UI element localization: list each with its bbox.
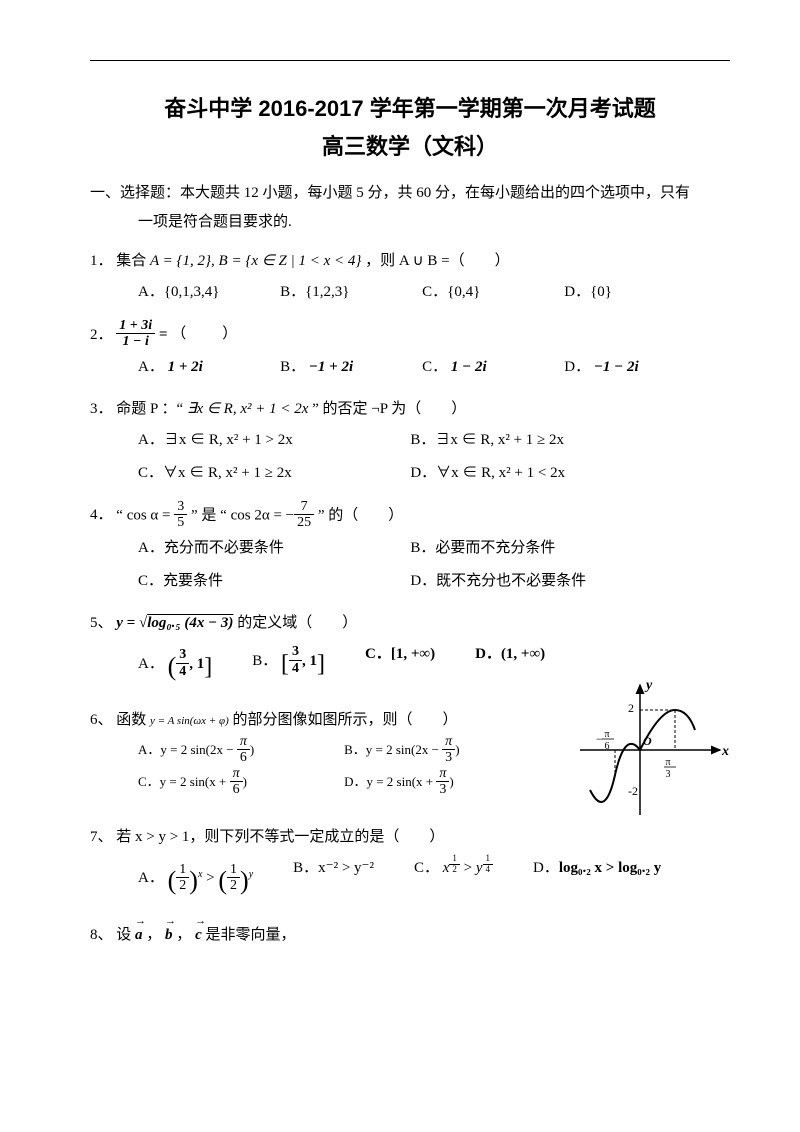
q8-vec-b: b [165, 920, 173, 950]
q3-stem1: 命题 P ：“ [116, 401, 183, 417]
q2-options: A． 1 + 2i B． −1 + 2i C． 1 − 2i D． −1 − 2… [90, 351, 730, 384]
q8-vec-c: c [195, 920, 202, 950]
svg-text:x: x [721, 744, 729, 759]
q7-options: A． (12)x > (12)y B．x⁻² > y⁻² C． x12 > y1… [90, 852, 730, 909]
q3-opt-c: C．∀x ∈ R, x² + 1 ≥ 2x [138, 457, 410, 490]
svg-text:y: y [644, 678, 653, 693]
svg-text:2: 2 [628, 701, 634, 715]
q5-sqrt: log₀.₅ (4x − 3) [147, 615, 233, 631]
q6-number: 6、 [90, 705, 113, 735]
question-8: 8、 设 a ， b ， c 是非零向量， [90, 920, 730, 950]
q4-opt-a: A．充分而不必要条件 [138, 532, 410, 565]
q5-pre: y = [116, 615, 139, 631]
q5-post: 的定义域（ ） [237, 615, 357, 631]
svg-text:−: − [596, 732, 603, 746]
svg-text:O: O [643, 734, 652, 748]
q2-frac-num: 1 + 3i [116, 318, 155, 334]
q1-opt-c: C．{0,4} [422, 276, 564, 309]
q1-stem-post: ，则 A ∪ B =（ ） [365, 253, 509, 269]
q1-opt-a: A．{0,1,3,4} [138, 276, 280, 309]
q1-opt-d: D．{0} [564, 276, 706, 309]
q1-number: 1． [90, 246, 113, 276]
q8-vec-a: a [135, 920, 143, 950]
q7-opt-b: B．x⁻² > y⁻² [293, 852, 374, 909]
svg-text:-2: -2 [628, 784, 638, 798]
q5-opt-d: D．(1, +∞) [475, 638, 545, 695]
question-7: 7、 若 x > y > 1，则下列不等式一定成立的是（ ） [90, 822, 730, 852]
q2-opt-c: C． 1 − 2i [422, 351, 564, 384]
q7-opt-d: D．log₀.₂ x > log₀.₂ y [533, 852, 661, 909]
q2-opt-d: D． −1 − 2i [564, 351, 706, 384]
question-4: 4． “ cos α = 35 ” 是 “ cos 2α = −725 ” 的（… [90, 500, 730, 532]
q5-number: 5、 [90, 608, 113, 638]
q1-stem-math: A = {1, 2}, B = {x ∈ Z | 1 < x < 4} [150, 253, 361, 269]
q6-opt-b: B．y = 2 sin(2x − π3) [344, 735, 550, 767]
q6-options: A．y = 2 sin(2x − π6) B．y = 2 sin(2x − π3… [90, 735, 586, 799]
q5-opt-b: B． [34, 1] [252, 638, 325, 695]
q1-stem-pre: 集合 [116, 253, 150, 269]
q3-opt-d: D．∀x ∈ R, x² + 1 < 2x [410, 457, 682, 490]
q4-m2: cos 2α = − [231, 507, 295, 523]
q3-number: 3． [90, 394, 113, 424]
q4-frac1: 35 [174, 499, 187, 531]
svg-text:3: 3 [666, 769, 671, 780]
q6-stem2: 的部分图像如图所示，则（ ） [232, 712, 457, 728]
section-head-1: 一、选择题：本大题共 12 小题，每小题 5 分，共 60 分，在每小题给出的四… [90, 185, 690, 201]
q4-m1: cos α = [127, 507, 175, 523]
q8-stem2: 是非零向量， [205, 927, 295, 943]
q2-frac-den: 1 − i [116, 334, 155, 349]
q4-opt-d: D．既不充分也不必要条件 [410, 565, 682, 598]
q6-graph: x y 2 -2 O π 3 π 6 − [570, 675, 730, 825]
q6-opt-a: A．y = 2 sin(2x − π6) [138, 735, 344, 767]
q4-number: 4． [90, 500, 113, 530]
section-head-2: 一项是符合题目要求的. [90, 208, 292, 237]
q7-number: 7、 [90, 822, 113, 852]
exam-title-line1: 奋斗中学 2016-2017 学年第一学期第一次月考试题 [90, 91, 730, 123]
section-one-heading: 一、选择题：本大题共 12 小题，每小题 5 分，共 60 分，在每小题给出的四… [90, 179, 730, 236]
q3-opt-a: A．∃x ∈ R, x² + 1 > 2x [138, 424, 410, 457]
q6-opt-c: C．y = 2 sin(x + π6) [138, 767, 344, 799]
q2-opt-b: B． −1 + 2i [280, 351, 422, 384]
q2-fraction: 1 + 3i 1 − i [116, 318, 155, 350]
svg-text:π: π [665, 757, 670, 768]
q3-math: ∃x ∈ R, x² + 1 < 2x [187, 401, 308, 417]
svg-text:6: 6 [605, 741, 610, 752]
q2-eq: = [159, 326, 168, 342]
q1-options: A．{0,1,3,4} B．{1,2,3} C．{0,4} D．{0} [90, 276, 730, 309]
q8-number: 8、 [90, 920, 113, 950]
q7-opt-a: A． (12)x > (12)y [138, 852, 253, 909]
q4-frac2: 725 [294, 499, 314, 531]
q4-s3: ” 的（ ） [318, 507, 403, 523]
q2-opt-a: A． 1 + 2i [138, 351, 280, 384]
question-6: 6、 函数 y = A sin(ωx + φ) 的部分图像如图所示，则（ ） x… [90, 705, 730, 735]
q3-stem2: ” 的否定 ¬P 为（ ） [312, 401, 466, 417]
q3-opt-b: B．∃x ∈ R, x² + 1 ≥ 2x [410, 424, 682, 457]
q5-opt-a: A． (34, 1] [138, 638, 212, 695]
question-2: 2． 1 + 3i 1 − i = （ ） [90, 319, 730, 351]
q1-opt-b: B．{1,2,3} [280, 276, 422, 309]
question-3: 3． 命题 P ：“ ∃x ∈ R, x² + 1 < 2x ” 的否定 ¬P … [90, 394, 730, 424]
question-1: 1． 集合 A = {1, 2}, B = {x ∈ Z | 1 < x < 4… [90, 246, 730, 276]
svg-text:π: π [604, 729, 609, 740]
q4-s1: “ [116, 507, 123, 523]
q7-opt-c: C． x12 > y14 [414, 852, 493, 909]
q4-s2: ” 是 “ [191, 507, 227, 523]
q4-opt-c: C．充要条件 [138, 565, 410, 598]
q6-stem1: 函数 [116, 712, 150, 728]
q3-options: A．∃x ∈ R, x² + 1 > 2x B．∃x ∈ R, x² + 1 ≥… [90, 424, 730, 490]
q2-post: （ ） [171, 319, 239, 349]
q6-opt-d: D．y = 2 sin(x + π3) [344, 767, 550, 799]
q8-stem1: 设 [116, 927, 135, 943]
q4-options: A．充分而不必要条件 B．必要而不充分条件 C．充要条件 D．既不充分也不必要条… [90, 532, 730, 598]
question-5: 5、 y = √log₀.₅ (4x − 3) 的定义域（ ） [90, 608, 730, 638]
q7-stem: 若 x > y > 1，则下列不等式一定成立的是（ ） [116, 829, 444, 845]
q4-opt-b: B．必要而不充分条件 [410, 532, 682, 565]
exam-title-line2: 高三数学（文科） [90, 129, 730, 161]
q5-opt-c: C．[1, +∞) [365, 638, 435, 695]
q6-math: y = A sin(ωx + φ) [150, 715, 229, 727]
q2-number: 2． [90, 320, 113, 350]
